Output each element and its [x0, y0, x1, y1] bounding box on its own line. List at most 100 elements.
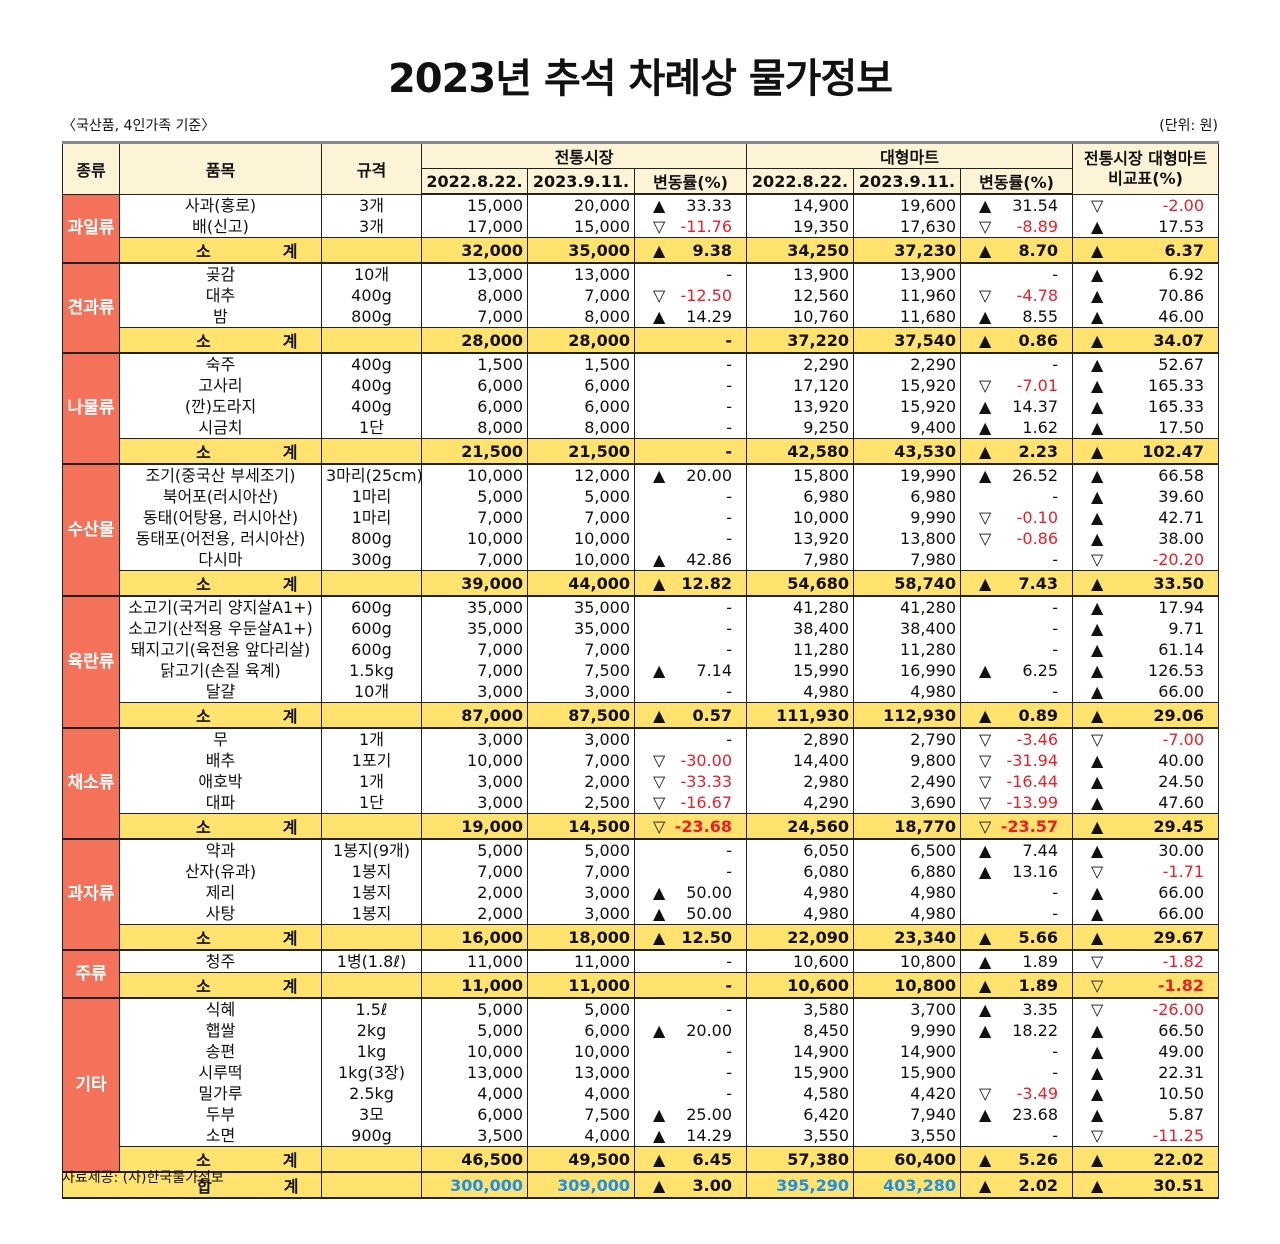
subtotal-label: 소계 [119, 327, 322, 354]
change-wrap: ▲ 66.00 [1077, 882, 1214, 903]
mart-change: - [960, 618, 1074, 639]
mart-2023: 14,900 [853, 1041, 962, 1062]
change-wrap: ▲ 49.00 [1077, 1041, 1214, 1062]
mart-2023: 41,280 [853, 596, 962, 618]
item-spec: 1.5kg [321, 660, 422, 681]
item-name: 약과 [119, 839, 322, 861]
table-row: 밤 800g 7,000 8,000 ▲ 14.29 10,760 11,680 ▲ 8.55 ▲ 4… [63, 306, 1220, 328]
change-wrap: ▲ 7.14 [639, 660, 742, 681]
triangle-up-icon: ▲ [1091, 573, 1104, 593]
header-trad-date1: 2022.8.22. [421, 168, 528, 195]
change-value: - [726, 397, 733, 416]
mart-2022: 14,900 [746, 1041, 855, 1062]
trad-change: ▽ -16.67 [633, 792, 748, 814]
change-value: 30.51 [1153, 1175, 1205, 1195]
compare-change: ▲ 70.86 [1072, 285, 1220, 306]
trad-2022: 39,000 [421, 570, 528, 597]
trad-2023: 5,000 [527, 839, 635, 861]
mart-2022: 15,900 [746, 1062, 855, 1083]
mart-2022: 10,600 [746, 972, 855, 999]
change-wrap: ▲ 30.00 [1077, 840, 1214, 861]
mart-2022: 3,580 [746, 998, 855, 1020]
mart-2023: 43,530 [853, 438, 962, 465]
mart-2023: 2,290 [853, 353, 962, 375]
item-spec: 3개 [321, 194, 422, 216]
item-spec: 1봉지 [321, 882, 422, 903]
mart-2022: 6,980 [746, 486, 855, 507]
header-mart-date2: 2023.9.11. [853, 168, 962, 195]
change-wrap: ▲ 0.89 [965, 706, 1068, 725]
item-spec: 1병(1.8ℓ) [321, 950, 422, 973]
table-row: 육란류 소고기(국거리 양지살A1+) 600g 35,000 35,000-41,28… [62, 596, 1220, 729]
item-name: 소고기(산적용 우둔살A1+) [119, 618, 322, 639]
trad-2023: 7,000 [527, 639, 635, 660]
change-value: 29.45 [1153, 816, 1205, 836]
change-value: 8.55 [1022, 307, 1059, 326]
compare-change: ▲ 6.37 [1072, 237, 1220, 264]
trad-2022: 2,000 [421, 903, 528, 925]
change-wrap: ▽ -20.20 [1077, 549, 1214, 570]
compare-change: ▲ 165.33 [1072, 396, 1220, 417]
item-spec: 600g [321, 639, 422, 660]
category-cell: 나물류 [62, 353, 120, 465]
mart-change: ▲ 1.89 [960, 972, 1074, 999]
table-row: 햅쌀 2kg 5,000 6,000 ▲ 20.00 8,450 9,990 ▲ 18.22 ▲ 66… [63, 1020, 1220, 1041]
mart-2023: 58,740 [853, 570, 962, 597]
change-value: 1.89 [1018, 975, 1059, 995]
change-value: - [1052, 682, 1059, 701]
trad-change: ▲ 20.00 [633, 464, 748, 486]
trad-2023: 7,000 [527, 285, 635, 306]
change-value: - [726, 862, 733, 881]
trad-change: ▲ 7.14 [633, 660, 748, 681]
change-wrap: ▲ 50.00 [639, 882, 742, 903]
change-wrap: ▽ -33.33 [639, 771, 742, 792]
item-name: 식혜 [119, 998, 322, 1020]
change-wrap: ▲ 10.50 [1077, 1083, 1214, 1104]
trad-2022: 7,000 [421, 549, 528, 571]
change-wrap: ▲ 50.00 [639, 903, 742, 924]
triangle-up-icon: ▲ [653, 1149, 666, 1169]
trad-2022: 1,500 [421, 353, 528, 375]
trad-2023: 87,500 [527, 702, 635, 729]
change-wrap: - [965, 264, 1068, 285]
item-spec: 400g [321, 285, 422, 306]
compare-change: ▲ 46.00 [1072, 306, 1220, 328]
triangle-up-icon: ▲ [1091, 529, 1104, 548]
triangle-up-icon: ▲ [979, 397, 992, 416]
change-value: -7.01 [1016, 376, 1059, 395]
compare-change: ▲ 30.00 [1072, 839, 1220, 861]
item-spec: 3마리(25cm) [321, 464, 422, 486]
trad-2023: 4,000 [527, 1125, 635, 1147]
compare-change: ▲ 30.51 [1072, 1172, 1220, 1199]
item-name: 대파 [119, 792, 322, 814]
trad-change: ▲ 14.29 [633, 306, 748, 328]
change-value: 24.50 [1158, 772, 1205, 791]
mart-change: ▽ -13.99 [960, 792, 1074, 814]
compare-change: ▲ 17.94 [1072, 596, 1220, 618]
trad-2023: 20,000 [527, 194, 635, 216]
change-value: - [1052, 355, 1059, 374]
change-wrap: - [965, 486, 1068, 507]
mart-2022: 6,420 [746, 1104, 855, 1125]
triangle-up-icon: ▲ [653, 927, 666, 947]
subtotal-spec-empty [321, 237, 422, 264]
trad-2022: 2,000 [421, 882, 528, 903]
table-row: 대파 1단 3,000 2,500 ▽ -16.67 4,290 3,690 ▽ -13.99 ▲ 4… [63, 792, 1220, 814]
trad-change: - [633, 1041, 748, 1062]
compare-change: ▲ 33.50 [1072, 570, 1220, 597]
change-wrap: ▲ 66.00 [1077, 903, 1214, 924]
mart-2022: 111,930 [746, 702, 855, 729]
change-wrap: ▽ -23.68 [639, 817, 742, 836]
trad-2023: 2,000 [527, 771, 635, 792]
mart-change: ▲ 0.86 [960, 327, 1074, 354]
mart-2023: 19,600 [853, 194, 962, 216]
trad-change: - [633, 327, 748, 354]
trad-2022: 10,000 [421, 1041, 528, 1062]
trad-change: ▲ 3.00 [633, 1172, 748, 1199]
change-value: - [1052, 640, 1059, 659]
mart-change: ▽ -7.01 [960, 375, 1074, 396]
item-spec: 1봉지 [321, 861, 422, 882]
mart-2022: 3,550 [746, 1125, 855, 1147]
change-wrap: ▲ 46.00 [1077, 306, 1214, 327]
compare-change: ▲ 165.33 [1072, 375, 1220, 396]
